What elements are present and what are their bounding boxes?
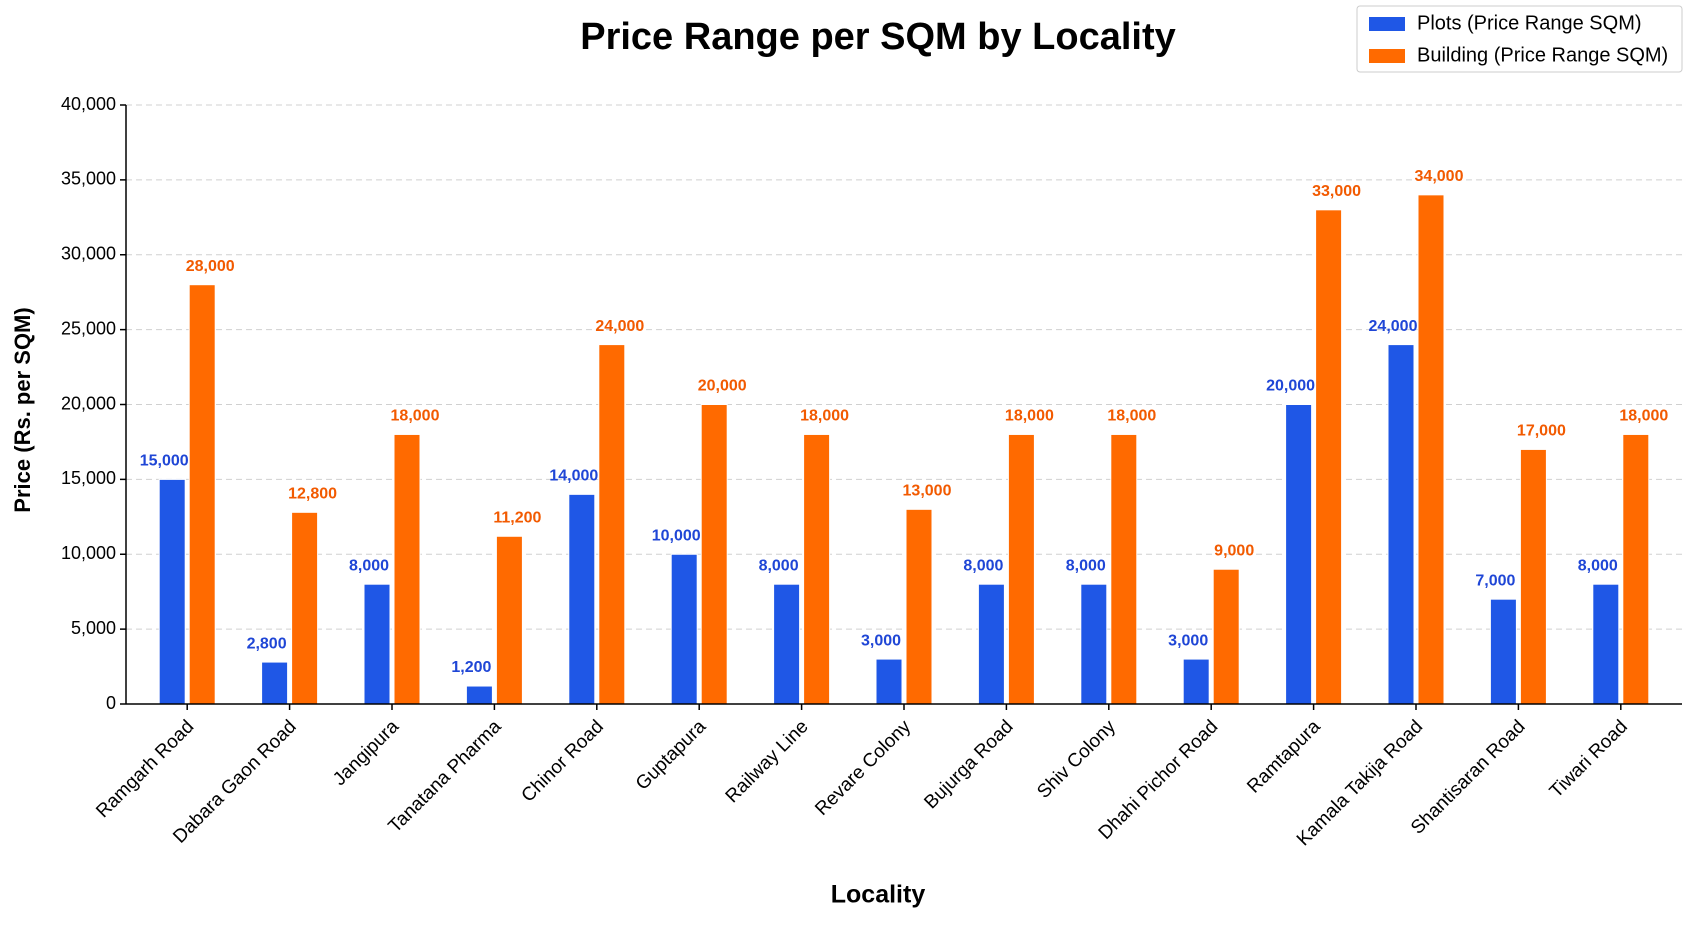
bar [495, 535, 523, 705]
bar [1110, 433, 1138, 705]
x-tick-label: Tanatana Pharma [385, 716, 506, 837]
x-tick-label: Chinor Road [518, 716, 608, 806]
value-label: 18,000 [1107, 408, 1156, 425]
bar [1622, 433, 1650, 705]
bar [158, 478, 186, 705]
bar [1007, 433, 1035, 705]
bar [803, 433, 831, 705]
value-label: 28,000 [186, 258, 235, 275]
y-tick-label: 20,000 [61, 393, 116, 413]
value-label: 8,000 [1578, 557, 1618, 574]
value-label: 17,000 [1517, 423, 1566, 440]
x-tick-label: Ramtapura [1243, 716, 1325, 798]
value-label: 20,000 [1266, 378, 1315, 395]
bar [393, 433, 421, 705]
value-label: 1,200 [451, 659, 491, 676]
bar [1182, 658, 1210, 705]
value-label: 33,000 [1312, 183, 1361, 200]
x-tick-label: Tiwari Road [1546, 716, 1632, 802]
x-tick-label: Revare Colony [811, 716, 915, 820]
value-label: 18,000 [800, 408, 849, 425]
legend-box [1356, 5, 1683, 73]
x-tick-label: Ramgarh Road [92, 716, 198, 822]
bar [1080, 583, 1108, 705]
chart-title: Price Range per SQM by Locality [580, 16, 1176, 58]
y-tick-label: 5,000 [71, 618, 116, 638]
bar [291, 511, 319, 705]
x-axis-label: Locality [831, 881, 926, 909]
value-label: 11,200 [493, 509, 541, 526]
value-label: 18,000 [1619, 408, 1668, 425]
bar [905, 508, 933, 705]
value-label: 12,800 [288, 486, 337, 503]
y-tick-label: 0 [106, 693, 116, 713]
value-label: 9,000 [1214, 542, 1254, 559]
bar [1387, 344, 1415, 705]
bar [598, 344, 626, 705]
y-tick-label: 35,000 [61, 169, 116, 189]
value-label: 34,000 [1415, 168, 1464, 185]
legend-label: Building (Price Range SQM) [1417, 44, 1668, 66]
y-tick-label: 10,000 [61, 543, 116, 563]
value-label: 3,000 [1168, 632, 1208, 649]
value-label: 10,000 [652, 527, 701, 544]
bar [568, 493, 596, 705]
y-tick-label: 25,000 [61, 318, 116, 338]
bar [1417, 194, 1445, 705]
value-label: 18,000 [391, 408, 440, 425]
bar [1285, 404, 1313, 705]
value-label: 20,000 [698, 378, 747, 395]
value-label: 3,000 [861, 632, 901, 649]
value-label: 7,000 [1475, 572, 1515, 589]
bar [977, 583, 1005, 705]
x-tick-label: Guptapura [632, 716, 711, 795]
y-tick-label: 30,000 [61, 244, 116, 264]
bar [188, 284, 216, 705]
bar [700, 404, 728, 705]
bar [1519, 448, 1547, 705]
x-tick-label: Shiv Colony [1033, 716, 1120, 803]
y-axis-label: Price (Rs. per SQM) [10, 307, 35, 512]
y-tick-label: 40,000 [61, 94, 116, 114]
bar [261, 661, 289, 705]
value-label: 8,000 [1066, 557, 1106, 574]
value-label: 2,800 [247, 635, 287, 652]
x-tick-label: Shantisaran Road [1407, 716, 1529, 838]
legend-swatch [1369, 17, 1405, 31]
bar [1592, 583, 1620, 705]
value-label: 8,000 [963, 557, 1003, 574]
legend-label: Plots (Price Range SQM) [1417, 12, 1642, 34]
bar [875, 658, 903, 705]
bar [363, 583, 391, 705]
y-tick-label: 15,000 [61, 468, 116, 488]
value-label: 15,000 [140, 453, 189, 470]
bar [670, 553, 698, 705]
bar [1315, 209, 1343, 705]
bar [1489, 598, 1517, 705]
x-tick-label: Railway Line [722, 716, 813, 807]
value-label: 13,000 [903, 483, 952, 500]
value-label: 24,000 [595, 318, 644, 335]
bar [773, 583, 801, 705]
value-label: 8,000 [759, 557, 799, 574]
value-label: 14,000 [549, 468, 598, 485]
value-label: 18,000 [1005, 408, 1054, 425]
x-tick-label: Bujurga Road [920, 716, 1017, 813]
x-tick-label: Jangipura [329, 716, 403, 790]
bar [465, 685, 493, 705]
value-label: 24,000 [1369, 318, 1418, 335]
bar [1212, 568, 1240, 705]
value-label: 8,000 [349, 557, 389, 574]
legend-swatch [1369, 49, 1405, 63]
